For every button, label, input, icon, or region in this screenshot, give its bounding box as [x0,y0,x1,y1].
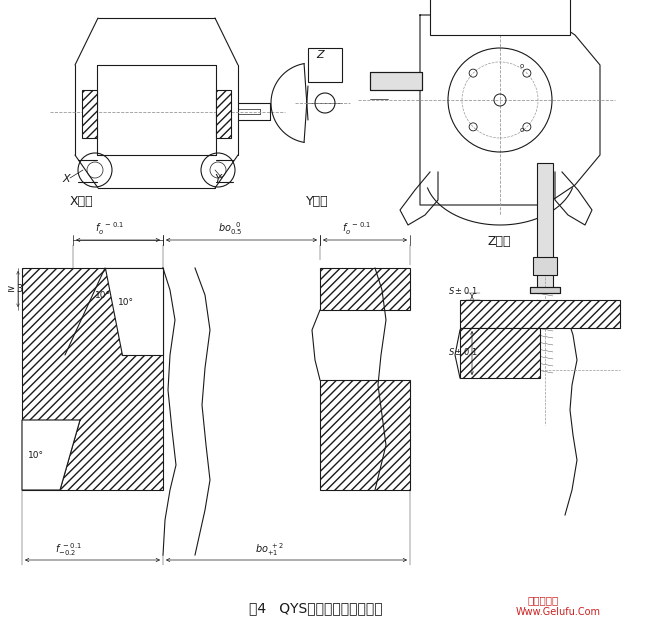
Bar [533,257,557,275]
Text: $S\pm0.1$: $S\pm0.1$ [448,346,478,357]
Text: Www.Gelufu.Com: Www.Gelufu.Com [516,607,601,617]
Bar [530,287,560,293]
Text: Z: Z [316,50,323,60]
Polygon shape [22,268,163,490]
Text: 10°: 10° [95,291,111,300]
Bar [530,287,560,293]
Bar [370,72,422,90]
Polygon shape [105,268,163,355]
Text: 图4   QYS型减速器的支承型式: 图4 QYS型减速器的支承型式 [249,601,382,615]
Polygon shape [82,90,97,138]
Text: Z放大: Z放大 [487,235,511,248]
Text: $S\pm0.1$: $S\pm0.1$ [448,285,478,296]
Text: o: o [520,127,524,133]
Text: $bo^{\ \ 0}_{0.5}$: $bo^{\ \ 0}_{0.5}$ [218,220,242,237]
Polygon shape [320,268,410,310]
Text: $f_o^{\ \ -0.1}$: $f_o^{\ \ -0.1}$ [342,220,371,237]
Text: 10°: 10° [118,298,134,307]
Polygon shape [216,90,231,138]
Bar [430,0,570,35]
Polygon shape [320,380,410,490]
Text: $\geq$3: $\geq$3 [5,282,24,294]
Text: o: o [520,63,524,69]
Bar [370,72,422,90]
Text: $f_o^{\ \ -0.1}$: $f_o^{\ \ -0.1}$ [95,220,124,237]
Text: Y: Y [214,174,221,184]
Bar [308,48,342,82]
Text: $bo_{+1}^{\ +2}$: $bo_{+1}^{\ +2}$ [255,541,284,558]
Polygon shape [22,420,80,490]
Polygon shape [460,300,620,328]
Text: X: X [62,174,70,184]
Text: X放大: X放大 [70,195,94,208]
Text: 10°: 10° [28,451,44,460]
Text: $f_{-0.2}^{\ -0.1}$: $f_{-0.2}^{\ -0.1}$ [55,541,82,558]
Text: Y放大: Y放大 [306,195,329,208]
Bar [537,163,553,293]
Text: 格鲁夫机械: 格鲁夫机械 [527,595,558,605]
Polygon shape [460,328,540,378]
